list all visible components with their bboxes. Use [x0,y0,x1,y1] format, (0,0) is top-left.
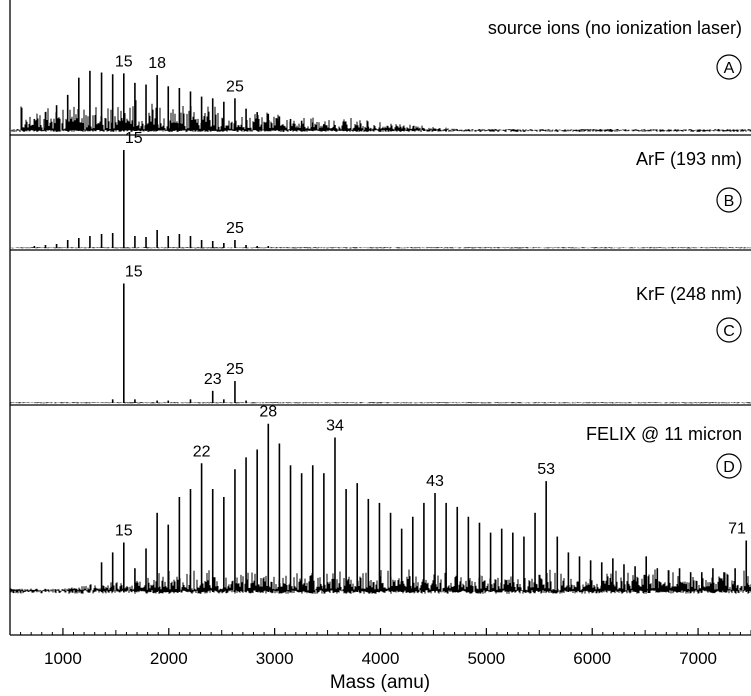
spectrum-trace-d [9,569,751,594]
peak-label-c-15: 15 [125,263,143,280]
peak-label-d-28: 28 [259,404,277,421]
spectrum-trace-b [9,247,751,249]
x-tick-label-3000: 3000 [256,649,294,668]
panel-badge-circle-b [716,187,742,213]
spectrum-trace-c [9,402,751,404]
x-tick-label-2000: 2000 [150,649,188,668]
panel-badge-a: A [724,60,735,77]
peak-label-a-18: 18 [148,55,166,72]
panel-annotation-a: source ions (no ionization laser) [488,18,742,38]
spectrum-trace-a [9,100,751,132]
panel-d: 15 22 28 34 43 53 71 FELIX @ 11 micron D [9,404,751,594]
panel-b: 15 25 ArF (193 nm) B [9,130,751,251]
peak-label-c-25: 25 [226,361,244,378]
peak-label-b-25: 25 [226,220,244,237]
peak-label-d-22: 22 [193,443,211,460]
x-tick-label-6000: 6000 [573,649,611,668]
panel-annotation-b: ArF (193 nm) [636,149,742,169]
panel-annotation-c: KrF (248 nm) [636,284,742,304]
panel-annotation-d: FELIX @ 11 micron [586,424,742,444]
x-axis-label: Mass (amu) [330,672,430,693]
panel-badge-circle-a [716,54,742,80]
peak-label-d-15: 15 [115,523,133,540]
x-tick-label-5000: 5000 [467,649,505,668]
panel-badge-d: D [723,459,735,476]
panel-badge-b: B [724,193,735,210]
x-tick-label-1000: 1000 [44,649,82,668]
peak-label-d-53: 53 [537,461,555,478]
panel-badge-c: C [723,323,735,340]
panel-a: 15 18 25 source ions (no ionization laser) A [9,18,751,136]
peak-label-a-25: 25 [226,78,244,95]
panel-badge-circle-d [716,453,742,479]
panel-badge-circle-c [716,317,742,343]
peak-label-c-23: 23 [204,371,222,388]
x-tick-label-4000: 4000 [362,649,400,668]
x-tick-label-7000: 7000 [679,649,717,668]
peak-label-d-34: 34 [326,418,344,435]
peak-label-b-15: 15 [125,130,143,147]
peak-label-d-71: 71 [728,521,746,538]
peak-label-d-43: 43 [426,473,444,490]
figure-axes: 1000 2000 3000 4000 5000 6000 7000 [9,0,751,668]
peak-label-a-15: 15 [115,53,133,70]
